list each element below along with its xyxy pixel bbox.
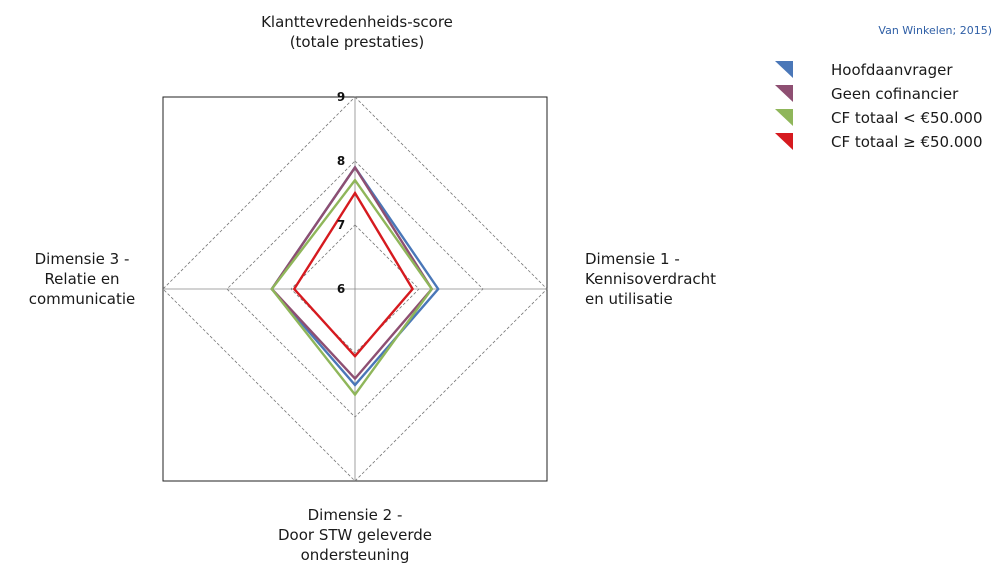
axis-label-top-line-2: (totale prestaties) <box>290 33 425 51</box>
legend-swatch-4 <box>775 133 793 150</box>
tick-label-6: 6 <box>337 282 345 296</box>
series-line-4 <box>292 190 415 359</box>
axis-label-right: Dimensie 1 - Kennisoverdracht en utilisati… <box>585 250 716 308</box>
radar-axes <box>163 97 547 481</box>
tick-label-8: 8 <box>337 154 345 168</box>
legend-label-4: CF totaal ≥ €50.000 <box>831 133 983 151</box>
tick-label-9: 9 <box>337 90 345 104</box>
legend-label-3: CF totaal < €50.000 <box>831 109 983 127</box>
series-line-2 <box>270 165 434 381</box>
series-line-3 <box>270 178 434 397</box>
legend: Hoofdaanvrager Geen cofinancier CF totaal … <box>775 61 983 151</box>
axis-label-bottom-line-1: Dimensie 2 - <box>308 506 403 524</box>
axis-label-bottom-line-3: ondersteuning <box>301 546 410 564</box>
legend-label-2: Geen cofinancier <box>831 85 959 103</box>
gridline-9 <box>162 96 548 482</box>
axis-label-bottom: Dimensie 2 - Door STW geleverde ondersteun… <box>278 506 432 564</box>
axis-label-bottom-line-2: Door STW geleverde <box>278 526 432 544</box>
axis-label-left: Dimensie 3 - Relatie en communicatie <box>29 250 136 308</box>
legend-swatch-2 <box>775 85 793 102</box>
legend-item-3: CF totaal < €50.000 <box>775 109 983 127</box>
legend-label-1: Hoofdaanvrager <box>831 61 953 79</box>
legend-swatch-1 <box>775 61 793 78</box>
axis-label-left-line-2: Relatie en <box>44 270 119 288</box>
tick-label-7: 7 <box>337 218 345 232</box>
legend-item-1: Hoofdaanvrager <box>775 61 953 79</box>
axis-label-right-line-2: Kennisoverdracht <box>585 270 716 288</box>
tick-labels: 6 7 8 9 <box>337 90 345 296</box>
axis-label-left-line-1: Dimensie 3 - <box>35 250 130 268</box>
axis-label-right-line-1: Dimensie 1 - <box>585 250 680 268</box>
legend-item-4: CF totaal ≥ €50.000 <box>775 133 983 151</box>
source-note: Van Winkelen; 2015) <box>878 24 992 37</box>
axis-label-top-line-1: Klanttevredenheids-score <box>261 13 453 31</box>
legend-item-2: Geen cofinancier <box>775 85 959 103</box>
radar-series <box>270 165 440 397</box>
axis-label-right-line-3: en utilisatie <box>585 290 673 308</box>
axis-labels: Klanttevredenheids-score (totale prestati… <box>29 13 716 564</box>
axis-label-top: Klanttevredenheids-score (totale prestati… <box>261 13 453 51</box>
legend-swatch-3 <box>775 109 793 126</box>
axis-label-left-line-3: communicatie <box>29 290 136 308</box>
